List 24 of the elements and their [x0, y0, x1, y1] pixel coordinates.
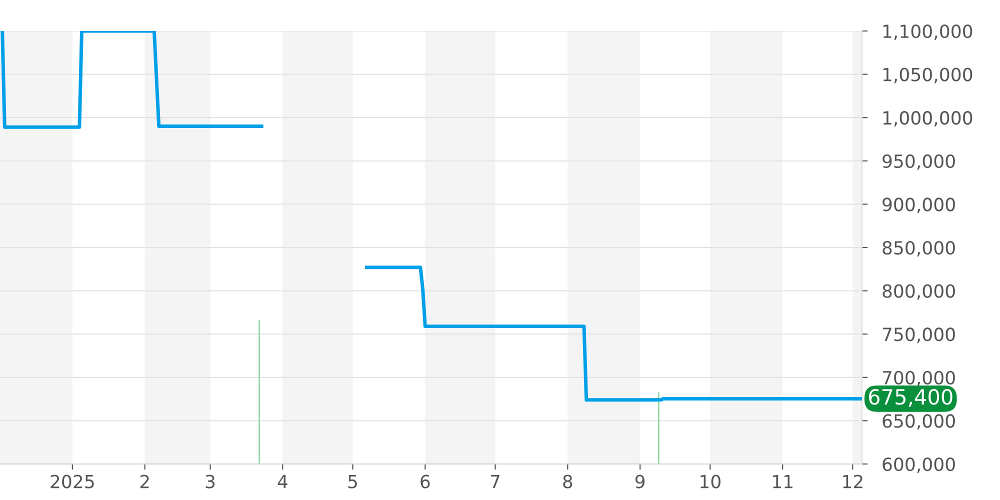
y-tick-label: 600,000 [882, 457, 955, 473]
x-tick-label: 12 [843, 474, 862, 488]
y-tick-label: 1,000,000 [883, 111, 972, 127]
x-tick-label: 10 [700, 474, 720, 488]
x-tick-label: 4 [278, 474, 288, 488]
y-tick-label: 700,000 [882, 370, 955, 386]
x-tick-label: 7 [490, 474, 500, 488]
y-tick-label: 800,000 [882, 284, 955, 300]
x-tick-label: 2 [140, 474, 149, 488]
annotation: 675,400 [869, 388, 952, 407]
y-tick-label: 750,000 [882, 328, 955, 344]
y-tick-label: 950,000 [882, 154, 955, 170]
y-tick-label: 1,050,000 [883, 68, 972, 84]
x-tick-label: 8 [563, 474, 572, 488]
x-tick-label: 6 [420, 474, 430, 488]
y-tick-label: 900,000 [882, 198, 955, 214]
x-tick-label: 2025 [50, 474, 94, 488]
x-tick-label: 5 [348, 474, 357, 488]
y-tick-label: 650,000 [882, 414, 955, 430]
y-tick-label: 1,100,000 [883, 24, 972, 40]
x-tick-label: 11 [773, 474, 792, 488]
y-tick-label: 850,000 [882, 240, 955, 256]
x-tick-label: 3 [206, 474, 215, 488]
x-tick-label: 9 [635, 474, 645, 488]
